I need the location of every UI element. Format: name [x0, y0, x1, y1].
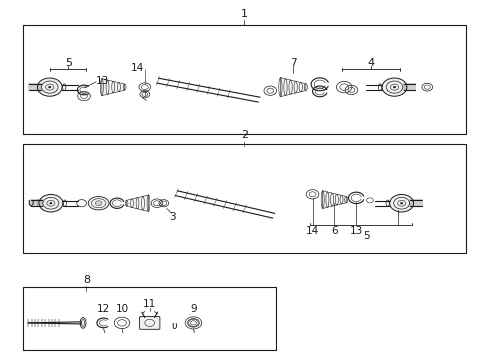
Text: 2: 2 — [241, 130, 247, 140]
Bar — [23, 287, 276, 350]
Circle shape — [48, 86, 51, 88]
Text: 7: 7 — [289, 58, 296, 68]
Ellipse shape — [80, 318, 86, 328]
Text: 5: 5 — [65, 58, 72, 68]
Text: υ: υ — [171, 321, 177, 331]
Text: 14: 14 — [131, 63, 144, 73]
Text: 1: 1 — [241, 9, 247, 19]
Circle shape — [39, 194, 63, 212]
Polygon shape — [280, 78, 305, 96]
Circle shape — [381, 78, 406, 96]
Text: 13: 13 — [349, 226, 362, 236]
FancyBboxPatch shape — [139, 316, 160, 329]
Text: 6: 6 — [330, 226, 337, 236]
Text: 8: 8 — [83, 275, 90, 285]
Text: 3: 3 — [169, 212, 176, 222]
Circle shape — [95, 201, 102, 206]
Text: 12: 12 — [97, 303, 110, 314]
Text: 14: 14 — [305, 226, 319, 236]
Bar — [23, 24, 465, 134]
Text: 13: 13 — [95, 76, 108, 86]
Circle shape — [389, 194, 413, 212]
Circle shape — [392, 86, 395, 88]
Bar — [23, 144, 465, 253]
Ellipse shape — [88, 197, 109, 210]
Text: 11: 11 — [143, 299, 156, 309]
Polygon shape — [322, 191, 346, 208]
Text: 9: 9 — [190, 303, 196, 314]
Circle shape — [37, 78, 62, 96]
Circle shape — [400, 202, 402, 204]
Text: 4: 4 — [366, 58, 374, 68]
Text: 5: 5 — [362, 231, 368, 241]
Text: 10: 10 — [115, 303, 128, 314]
Circle shape — [50, 202, 52, 204]
Text: υ: υ — [27, 198, 34, 208]
Polygon shape — [126, 195, 148, 211]
Polygon shape — [102, 78, 124, 96]
